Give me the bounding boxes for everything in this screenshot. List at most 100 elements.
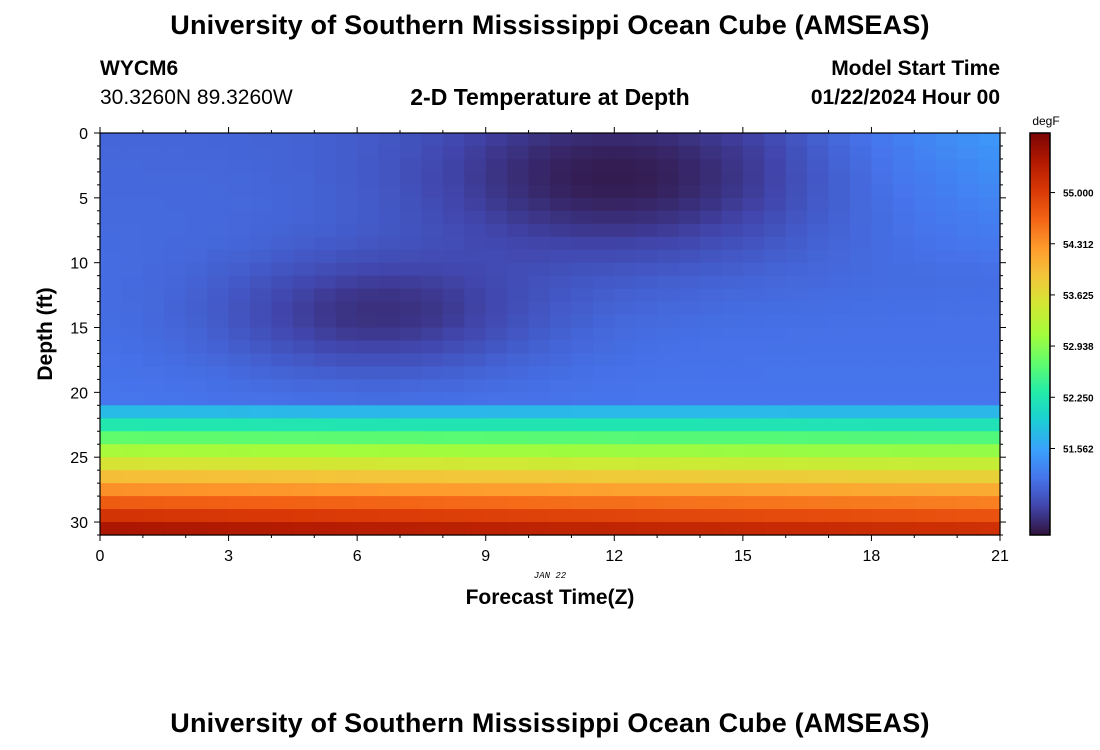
- heatmap-cell: [507, 184, 530, 199]
- heatmap-cell: [592, 314, 615, 329]
- chart-subtitle: 2-D Temperature at Depth: [410, 84, 690, 110]
- heatmap-cell: [850, 158, 873, 173]
- heatmap-cell: [335, 418, 358, 432]
- heatmap-cell: [400, 158, 423, 173]
- heatmap-cell: [935, 405, 958, 419]
- heatmap-cell: [400, 405, 423, 419]
- heatmap-cell: [142, 249, 165, 264]
- heatmap-cell: [807, 184, 830, 199]
- heatmap-cell: [785, 496, 808, 510]
- heatmap-cell: [142, 496, 165, 510]
- heatmap-cell: [871, 366, 894, 380]
- heatmap-cell: [764, 496, 787, 510]
- heatmap-cell: [314, 340, 337, 355]
- heatmap-cell: [764, 379, 787, 393]
- heatmap-cell: [142, 457, 165, 471]
- heatmap-cell: [614, 249, 637, 264]
- heatmap-cell: [592, 223, 615, 238]
- heatmap-cell: [528, 249, 551, 264]
- heatmap-cell: [528, 158, 551, 173]
- heatmap-cell: [892, 444, 915, 458]
- heatmap-cell: [228, 197, 251, 212]
- heatmap-cell: [657, 314, 680, 329]
- heatmap-cell: [550, 236, 573, 251]
- heatmap-cell: [721, 236, 744, 251]
- heatmap-cell: [485, 184, 508, 199]
- heatmap-cell: [485, 392, 508, 406]
- heatmap-cell: [700, 210, 723, 225]
- heatmap-cell: [892, 275, 915, 290]
- heatmap-cell: [892, 210, 915, 225]
- heatmap-cell: [571, 457, 594, 471]
- heatmap-cell: [850, 340, 873, 355]
- heatmap-cell: [357, 327, 380, 342]
- heatmap-cell: [528, 275, 551, 290]
- heatmap-cell: [314, 262, 337, 277]
- heatmap-cell: [828, 249, 851, 264]
- heatmap-cell: [485, 522, 508, 536]
- heatmap-cell: [914, 223, 937, 238]
- heatmap-cell: [914, 301, 937, 316]
- heatmap-cell: [228, 353, 251, 368]
- heatmap-cell: [378, 145, 401, 160]
- heatmap-cell: [657, 444, 680, 458]
- heatmap-cell: [485, 145, 508, 160]
- heatmap-cell: [357, 197, 380, 212]
- heatmap-cell: [250, 210, 273, 225]
- heatmap-cell: [550, 171, 573, 186]
- heatmap-cell: [657, 145, 680, 160]
- heatmap-cell: [614, 470, 637, 484]
- heatmap-cell: [592, 327, 615, 342]
- heatmap-cell: [100, 171, 123, 186]
- heatmap-cell: [400, 366, 423, 380]
- heatmap-cell: [764, 288, 787, 303]
- heatmap-cell: [592, 418, 615, 432]
- heatmap-cell: [421, 496, 444, 510]
- heatmap-cell: [935, 223, 958, 238]
- heatmap-cell: [250, 366, 273, 380]
- heatmap-cell: [850, 405, 873, 419]
- heatmap-cell: [464, 158, 487, 173]
- heatmap-cell: [335, 522, 358, 536]
- heatmap-cell: [378, 470, 401, 484]
- heatmap-cell: [592, 236, 615, 251]
- heatmap-cell: [828, 288, 851, 303]
- heatmap-cell: [550, 444, 573, 458]
- heatmap-cell: [914, 145, 937, 160]
- heatmap-cell: [850, 223, 873, 238]
- heatmap-cell: [164, 522, 187, 536]
- heatmap-cell: [614, 496, 637, 510]
- heatmap-cell: [464, 405, 487, 419]
- heatmap-cell: [742, 431, 765, 445]
- heatmap-cell: [635, 197, 658, 212]
- heatmap-cell: [164, 470, 187, 484]
- y-tick-label: 10: [70, 256, 88, 273]
- heatmap-cell: [550, 522, 573, 536]
- heatmap-cell: [335, 197, 358, 212]
- heatmap-cell: [850, 210, 873, 225]
- heatmap-cell: [871, 392, 894, 406]
- heatmap-cell: [742, 509, 765, 523]
- heatmap-cell: [485, 223, 508, 238]
- heatmap-cell: [850, 470, 873, 484]
- heatmap-cell: [635, 379, 658, 393]
- heatmap-cell: [614, 379, 637, 393]
- heatmap-cell: [464, 210, 487, 225]
- heatmap-cell: [207, 197, 230, 212]
- heatmap-cell: [485, 353, 508, 368]
- heatmap-cell: [871, 327, 894, 342]
- heatmap-cell: [292, 314, 315, 329]
- heatmap-cell: [528, 496, 551, 510]
- heatmap-cell: [614, 288, 637, 303]
- heatmap-cell: [507, 327, 530, 342]
- x-tick-label: 0: [96, 548, 105, 565]
- heatmap-cell: [271, 171, 294, 186]
- heatmap-cell: [507, 145, 530, 160]
- heatmap-cell: [207, 340, 230, 355]
- heatmap-cell: [700, 483, 723, 497]
- heatmap-cell: [207, 418, 230, 432]
- heatmap-cell: [121, 301, 144, 316]
- heatmap-cell: [271, 483, 294, 497]
- heatmap-cell: [935, 327, 958, 342]
- heatmap-cell: [614, 457, 637, 471]
